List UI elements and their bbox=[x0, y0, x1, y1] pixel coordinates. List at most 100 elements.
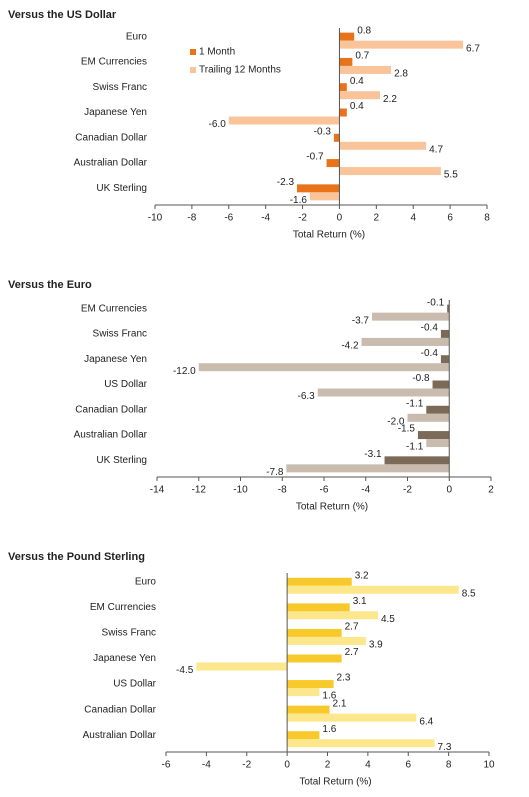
category-label: Swiss Franc bbox=[102, 628, 156, 639]
value-label: 1.6 bbox=[322, 724, 336, 735]
bar bbox=[287, 654, 342, 663]
value-label: 0.8 bbox=[357, 25, 371, 36]
value-label: -0.8 bbox=[412, 373, 430, 384]
x-tick-label: 4 bbox=[365, 760, 371, 771]
x-tick-label: -6 bbox=[162, 760, 171, 771]
category-label: UK Sterling bbox=[96, 455, 147, 466]
value-label: -3.1 bbox=[364, 449, 382, 460]
x-axis-label: Total Return (%) bbox=[293, 230, 365, 241]
x-tick-label: -10 bbox=[148, 213, 163, 224]
value-label: -12.0 bbox=[173, 366, 196, 377]
category-label: Japanese Yen bbox=[84, 107, 147, 118]
legend-label: Trailing 12 Months bbox=[199, 65, 281, 76]
x-tick-label: -2 bbox=[403, 485, 412, 496]
bar bbox=[339, 141, 427, 150]
bar bbox=[339, 32, 355, 41]
value-label: 0.7 bbox=[355, 51, 369, 62]
bar bbox=[417, 431, 450, 440]
category-label: US Dollar bbox=[104, 379, 147, 390]
value-label: 2.3 bbox=[337, 673, 351, 684]
category-label: US Dollar bbox=[113, 679, 156, 690]
bar bbox=[196, 662, 288, 671]
value-label: 6.7 bbox=[466, 43, 480, 54]
category-label: Japanese Yen bbox=[93, 653, 156, 664]
category-label: Australian Dollar bbox=[74, 430, 148, 441]
x-tick-label: 6 bbox=[447, 213, 453, 224]
bar bbox=[339, 83, 347, 92]
value-label: 3.2 bbox=[355, 570, 369, 581]
value-label: -2.0 bbox=[387, 416, 405, 427]
value-label: 2.8 bbox=[394, 69, 408, 80]
value-label: 2.2 bbox=[383, 94, 397, 105]
value-label: 4.7 bbox=[429, 144, 443, 155]
bar bbox=[384, 456, 450, 465]
bar bbox=[297, 184, 340, 193]
bar bbox=[309, 192, 340, 201]
value-label: -1.6 bbox=[290, 195, 308, 206]
category-label: Canadian Dollar bbox=[75, 404, 147, 415]
x-tick-label: -2 bbox=[242, 760, 251, 771]
bar bbox=[287, 611, 378, 620]
category-label: Swiss Franc bbox=[93, 329, 147, 340]
value-label: 7.3 bbox=[437, 742, 451, 753]
value-label: -0.3 bbox=[314, 126, 332, 137]
x-tick-label: -12 bbox=[192, 485, 207, 496]
chart-title: Versus the Euro bbox=[8, 279, 92, 291]
x-tick-label: -4 bbox=[261, 213, 270, 224]
bar bbox=[426, 439, 450, 448]
bar bbox=[339, 57, 353, 66]
x-tick-label: -6 bbox=[224, 213, 233, 224]
bar bbox=[287, 688, 320, 697]
value-label: -4.2 bbox=[341, 341, 359, 352]
bar bbox=[407, 413, 450, 422]
value-label: -4.5 bbox=[176, 665, 194, 676]
category-label: Canadian Dollar bbox=[75, 132, 147, 143]
bar bbox=[287, 731, 320, 740]
x-tick-label: 0 bbox=[337, 213, 343, 224]
value-label: 0.4 bbox=[350, 101, 364, 112]
category-label: Japanese Yen bbox=[84, 354, 147, 365]
bar bbox=[361, 337, 450, 346]
x-tick-label: -8 bbox=[187, 213, 196, 224]
x-tick-label: 0 bbox=[284, 760, 290, 771]
value-label: -0.4 bbox=[421, 348, 439, 359]
x-tick-label: -10 bbox=[233, 485, 248, 496]
bar bbox=[333, 133, 340, 142]
bar bbox=[326, 159, 340, 168]
bar bbox=[339, 91, 381, 100]
bar bbox=[228, 116, 340, 125]
bar bbox=[287, 577, 352, 586]
bar bbox=[287, 628, 342, 637]
legend-swatch bbox=[190, 67, 196, 73]
value-label: 4.5 bbox=[381, 614, 395, 625]
bar bbox=[287, 705, 330, 714]
bar bbox=[198, 363, 450, 372]
category-label: Euro bbox=[126, 31, 148, 42]
bar bbox=[287, 739, 435, 748]
bar bbox=[426, 405, 450, 414]
category-label: Canadian Dollar bbox=[84, 704, 156, 715]
value-label: 8.5 bbox=[462, 588, 476, 599]
legend-swatch bbox=[190, 49, 196, 55]
bar bbox=[339, 40, 464, 49]
category-label: EM Currencies bbox=[90, 602, 156, 613]
x-tick-label: -4 bbox=[361, 485, 370, 496]
category-label: EM Currencies bbox=[81, 303, 147, 314]
bar bbox=[287, 585, 459, 594]
bar bbox=[286, 464, 450, 473]
x-tick-label: -2 bbox=[298, 213, 307, 224]
bar bbox=[432, 380, 450, 389]
legend-label: 1 Month bbox=[199, 47, 235, 58]
x-tick-label: -14 bbox=[150, 485, 165, 496]
x-tick-label: 2 bbox=[374, 213, 380, 224]
value-label: 2.7 bbox=[345, 647, 359, 658]
category-label: Australian Dollar bbox=[74, 158, 148, 169]
value-label: 2.1 bbox=[333, 698, 347, 709]
chart-title: Versus the Pound Sterling bbox=[8, 551, 145, 563]
value-label: -7.8 bbox=[266, 467, 284, 478]
value-label: 6.4 bbox=[419, 716, 433, 727]
x-tick-label: 2 bbox=[488, 485, 494, 496]
category-label: Euro bbox=[135, 576, 157, 587]
value-label: 5.5 bbox=[444, 170, 458, 181]
